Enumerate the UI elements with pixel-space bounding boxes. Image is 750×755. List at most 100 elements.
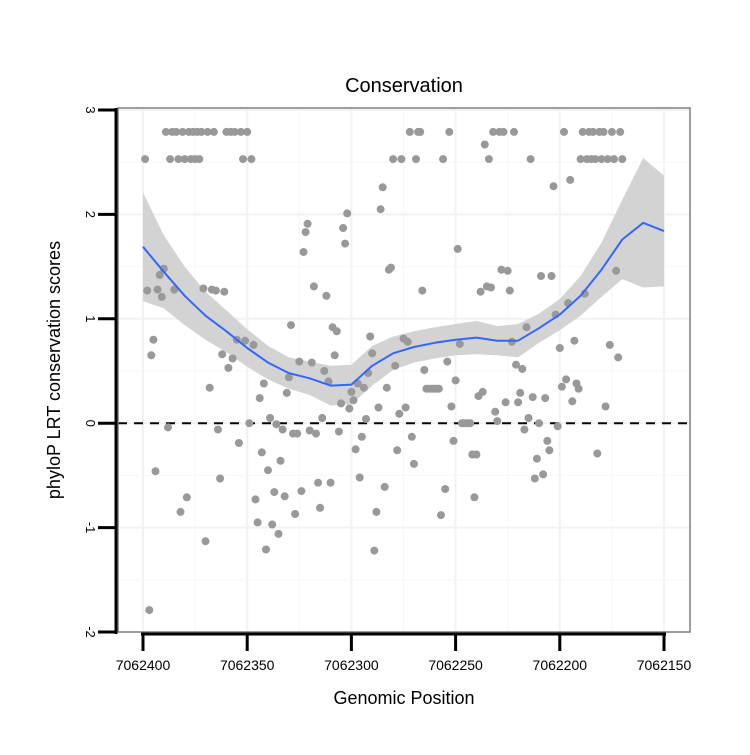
data-point <box>301 228 310 237</box>
data-point <box>280 492 289 501</box>
y-tick-label: 1 <box>83 315 98 322</box>
data-point <box>326 478 335 487</box>
data-point <box>557 382 566 391</box>
data-point <box>505 286 514 295</box>
data-point <box>560 127 568 136</box>
data-point <box>439 155 448 164</box>
data-point <box>355 473 364 482</box>
data-point <box>307 358 316 367</box>
data-point <box>243 127 252 136</box>
data-point <box>574 384 583 393</box>
data-point <box>405 127 414 136</box>
data-point <box>568 397 577 406</box>
x-axis-label: Genomic Position <box>333 688 474 708</box>
data-point <box>409 459 418 468</box>
data-point <box>362 415 370 423</box>
data-point <box>224 363 233 372</box>
data-point <box>391 361 400 370</box>
data-point <box>345 404 354 413</box>
data-point <box>214 425 222 434</box>
data-point <box>403 337 412 346</box>
confidence-ribbon <box>143 158 664 406</box>
data-point <box>491 407 500 416</box>
x-tick-label: 7062150 <box>637 657 692 673</box>
data-point <box>466 419 475 428</box>
data-point <box>518 364 527 373</box>
data-point <box>161 127 170 136</box>
data-point <box>499 127 508 136</box>
y-tick-label: 2 <box>83 211 98 218</box>
data-point <box>297 487 306 496</box>
data-point <box>372 507 381 516</box>
data-point <box>305 426 314 435</box>
data-point <box>180 155 189 164</box>
data-point <box>541 394 550 403</box>
score-points <box>141 127 627 615</box>
data-point <box>203 127 212 136</box>
data-point <box>393 446 402 455</box>
data-point <box>253 518 262 527</box>
data-point <box>470 493 479 502</box>
data-point <box>543 436 552 445</box>
data-point <box>476 287 485 296</box>
data-point <box>437 511 445 520</box>
data-point <box>230 127 239 136</box>
data-point <box>218 350 227 359</box>
data-point <box>262 545 270 554</box>
data-point <box>530 474 539 483</box>
data-point <box>532 454 541 463</box>
data-point <box>441 485 450 493</box>
data-point <box>434 384 443 393</box>
data-point <box>332 327 341 336</box>
data-point <box>412 155 420 164</box>
data-point <box>197 127 206 136</box>
data-point <box>166 155 175 164</box>
data-point <box>593 449 602 458</box>
data-point <box>176 507 185 516</box>
data-point <box>157 292 166 301</box>
data-point <box>241 336 250 345</box>
data-point <box>382 383 391 392</box>
data-point <box>357 432 366 441</box>
data-point <box>374 403 383 412</box>
data-point <box>359 383 368 392</box>
y-tick-label: 3 <box>83 106 98 113</box>
data-point <box>368 349 377 358</box>
data-point <box>562 375 571 384</box>
x-tick-label: 7062300 <box>324 657 379 673</box>
data-point <box>528 393 537 402</box>
data-point <box>537 272 545 280</box>
data-point <box>370 546 379 555</box>
data-point <box>147 351 156 360</box>
data-point <box>201 537 210 546</box>
data-point <box>272 420 281 429</box>
data-point <box>553 422 562 431</box>
data-point <box>143 286 152 295</box>
data-point <box>555 344 564 352</box>
data-point <box>501 398 510 407</box>
data-point <box>601 402 610 411</box>
data-point <box>141 155 150 164</box>
data-point <box>570 336 579 345</box>
data-point <box>478 387 487 396</box>
data-point <box>216 474 225 483</box>
data-point <box>287 321 295 330</box>
data-point <box>293 429 302 438</box>
data-point <box>236 127 245 136</box>
data-point <box>299 248 308 256</box>
data-point <box>211 286 220 295</box>
data-point <box>497 265 506 274</box>
data-point <box>151 467 160 476</box>
data-point <box>178 127 187 136</box>
data-point <box>278 425 287 434</box>
data-point <box>566 175 575 184</box>
data-point <box>295 357 304 366</box>
data-point <box>205 383 214 392</box>
data-point <box>174 155 183 164</box>
data-point <box>249 340 258 349</box>
data-point <box>228 354 237 363</box>
data-point <box>416 127 425 136</box>
data-point <box>447 402 456 411</box>
data-point <box>547 272 556 280</box>
